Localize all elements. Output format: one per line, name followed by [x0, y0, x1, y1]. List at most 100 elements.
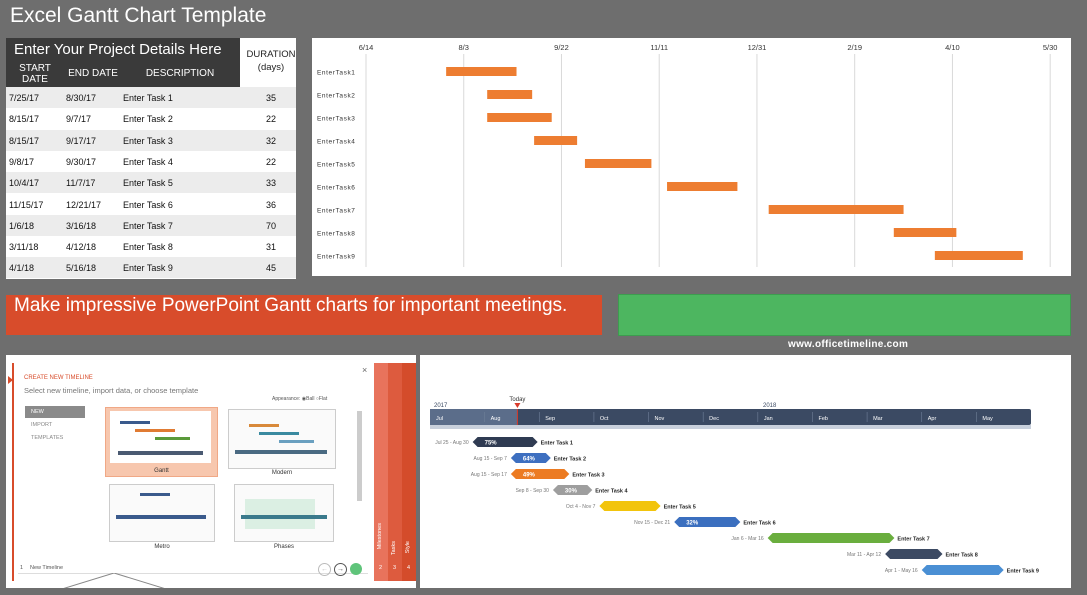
table-row: 1/6/18 3/16/18 Enter Task 7 70 — [6, 214, 296, 236]
row-description: Enter Task 9 — [123, 263, 173, 274]
y-category-label: EnterTask2 — [317, 93, 356, 100]
next-arrow-icon[interactable]: → — [334, 563, 347, 576]
create-timeline-dialog: CREATE NEW TIMELINE Select new timeline,… — [6, 355, 416, 588]
y-category-label: EnterTask7 — [317, 208, 356, 215]
side-tab-number: 3 — [393, 565, 397, 571]
gantt-bar — [446, 67, 517, 76]
task-date-range: Apr 1 - May 16 — [885, 568, 918, 574]
row-description: Enter Task 8 — [123, 242, 173, 253]
row-duration: 22 — [265, 156, 276, 167]
radio-flat[interactable]: ○ — [315, 396, 319, 402]
month-label: Mar — [873, 416, 883, 422]
month-label: Apr — [928, 416, 937, 422]
template-metro[interactable]: Metro — [109, 484, 215, 550]
row-start-date: 11/15/17 — [9, 199, 44, 210]
col-start-date: START DATE — [19, 63, 51, 85]
dialog-accent-bar — [12, 363, 14, 581]
task-date-range: Nov 15 - Dec 21 — [634, 520, 670, 526]
gantt-bar — [487, 113, 552, 122]
side-tab-milestones[interactable]: Milestones 2 — [374, 363, 388, 581]
task-label: Enter Task 7 — [897, 537, 929, 543]
x-tick-label: 11/11 — [650, 43, 668, 52]
col-duration: DURATION (days) — [246, 38, 296, 87]
task-percent: 49% — [523, 473, 536, 479]
row-duration: 31 — [265, 242, 276, 253]
task-label: Enter Task 8 — [945, 553, 977, 559]
task-bar — [510, 469, 570, 479]
dialog-pointer-icon — [8, 376, 13, 384]
month-label: Oct — [600, 416, 609, 422]
nav-import[interactable]: IMPORT — [31, 422, 53, 428]
row-description: Enter Task 4 — [123, 156, 173, 167]
task-bar — [552, 485, 593, 495]
gantt-chart-svg: 6/14 8/3 9/22 11/11 12/31 2/19 4/10 5/30 EnterTa… — [317, 43, 1058, 267]
footer-divider — [18, 573, 368, 574]
row-start-date: 8/15/17 — [9, 135, 40, 146]
template-modern-label: Modern — [271, 470, 293, 476]
finish-button[interactable] — [350, 563, 362, 575]
dialog-subheading: Select new timeline, import data, or cho… — [24, 386, 199, 395]
x-tick-label: 4/10 — [945, 43, 960, 52]
close-icon[interactable]: × — [362, 365, 368, 375]
footer-step-number: 1 — [20, 565, 24, 571]
month-label: Dec — [709, 416, 719, 422]
table-row: 8/15/17 9/7/17 Enter Task 2 22 — [6, 108, 296, 129]
gantt-bar — [667, 182, 738, 191]
task-label: Enter Task 3 — [572, 473, 604, 479]
row-start-date: 7/25/17 — [9, 93, 40, 103]
back-arrow-icon[interactable]: ← — [318, 563, 331, 576]
scrollbar[interactable] — [357, 411, 362, 501]
template-phases[interactable]: Phases — [234, 484, 334, 550]
task-label: Enter Task 6 — [743, 521, 775, 527]
year-label: 2018 — [763, 403, 777, 409]
appearance-label: Appearance: — [272, 396, 301, 402]
table-row: 10/4/17 11/7/17 Enter Task 5 33 — [6, 172, 296, 194]
col-description: DESCRIPTION — [145, 68, 215, 79]
row-description: Enter Task 3 — [123, 135, 173, 146]
gantt-chart: 6/14 8/3 9/22 11/11 12/31 2/19 4/10 5/30 EnterTa… — [312, 38, 1071, 276]
side-tab-tasks[interactable]: Tasks 3 — [388, 363, 402, 581]
side-tab-label: Milestones — [377, 523, 383, 550]
task-date-range: Oct 4 - Nov 7 — [566, 504, 596, 510]
task-bar — [510, 453, 551, 463]
row-duration: 36 — [265, 199, 276, 210]
task-bar — [767, 533, 895, 543]
website-link[interactable]: www.officetimeline.com — [788, 339, 909, 350]
row-description: Enter Task 5 — [123, 178, 173, 189]
task-percent: 30% — [565, 489, 578, 495]
task-bar — [599, 501, 661, 511]
template-gantt-preview — [110, 411, 211, 463]
elapsed-band — [430, 409, 518, 425]
task-percent: 32% — [686, 521, 699, 527]
row-start-date: 1/6/18 — [9, 220, 35, 231]
green-banner[interactable] — [618, 294, 1071, 336]
today-label: Today — [509, 397, 525, 403]
table-row: 4/1/18 5/16/18 Enter Task 9 45 — [6, 257, 296, 279]
radio-ball[interactable]: ◉ — [301, 396, 307, 402]
preview-bar — [259, 432, 299, 435]
gantt-bar — [934, 251, 1023, 260]
month-band-shadow — [430, 425, 1031, 429]
side-tab-style[interactable]: Style 4 — [402, 363, 416, 581]
x-tick-label: 5/30 — [1043, 43, 1058, 52]
template-gantt[interactable]: Gantt — [105, 407, 218, 477]
task-date-range: Aug 15 - Sep 7 — [474, 456, 508, 462]
x-tick-label: 2/19 — [847, 43, 862, 52]
nav-new[interactable]: NEW — [25, 406, 85, 418]
task-label: Enter Task 4 — [595, 489, 628, 495]
side-tabs: Milestones 2 Tasks 3 Style 4 — [374, 363, 416, 581]
y-category-label: EnterTask9 — [317, 254, 356, 261]
preview-bar — [120, 421, 150, 424]
nav-templates[interactable]: TEMPLATES — [31, 435, 64, 441]
office-timeline-svg: 2017 2018 Jul Aug Sep Oct Nov Dec Jan Feb Mar Apr Ma… — [430, 397, 1039, 575]
row-end-date: 9/7/17 — [66, 114, 92, 125]
y-category-label: EnterTask1 — [317, 70, 356, 77]
row-start-date: 9/8/17 — [9, 156, 35, 167]
y-category-label: EnterTask4 — [317, 139, 356, 146]
task-bar — [921, 565, 1004, 575]
preview-axis — [116, 515, 206, 519]
template-modern[interactable]: Modern — [228, 409, 336, 476]
row-end-date: 3/16/18 — [66, 220, 97, 231]
month-label: Nov — [655, 416, 665, 422]
table-row: 8/15/17 9/17/17 Enter Task 3 32 — [6, 129, 296, 151]
